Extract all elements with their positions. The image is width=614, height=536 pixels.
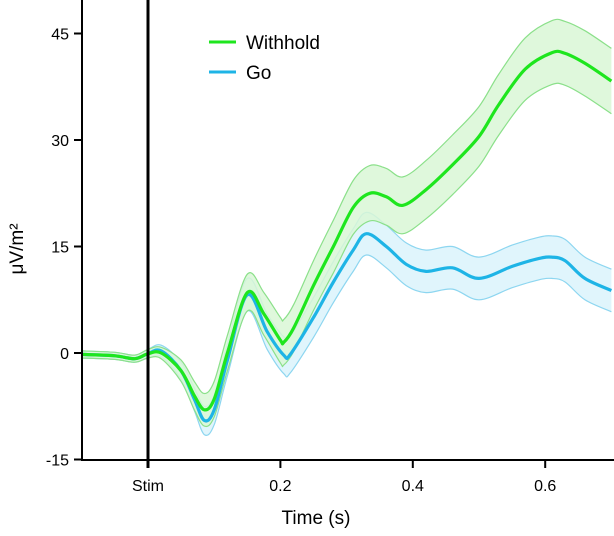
legend: Withhold Go	[209, 33, 320, 84]
x-tick-label: 0.2	[269, 478, 291, 495]
withhold-legend-label: Withhold	[246, 33, 320, 54]
go-series-line	[81, 232, 613, 423]
series-lines	[81, 49, 613, 423]
y-tick-label: 30	[51, 133, 69, 150]
y-tick-label: -15	[46, 453, 69, 470]
withhold-band-upper-edge	[81, 18, 612, 395]
y-ticks: -15 0 15 30 45	[46, 27, 82, 470]
y-axis-label: μV/m²	[7, 223, 28, 274]
x-axis-label: Time (s)	[282, 508, 351, 529]
x-tick-label: 0.6	[534, 478, 556, 495]
go-legend-label: Go	[246, 63, 271, 84]
withhold-series-line	[81, 49, 613, 412]
error-bands	[81, 18, 612, 437]
withhold-error-band	[81, 19, 612, 427]
x-tick-label: Stim	[132, 478, 164, 495]
y-tick-label: 45	[51, 27, 69, 44]
x-tick-label: 0.4	[402, 478, 424, 495]
y-tick-label: 0	[60, 346, 69, 363]
y-tick-label: 15	[51, 240, 69, 257]
x-ticks: Stim 0.2 0.4 0.6	[132, 460, 556, 495]
go-error-band	[81, 212, 612, 436]
